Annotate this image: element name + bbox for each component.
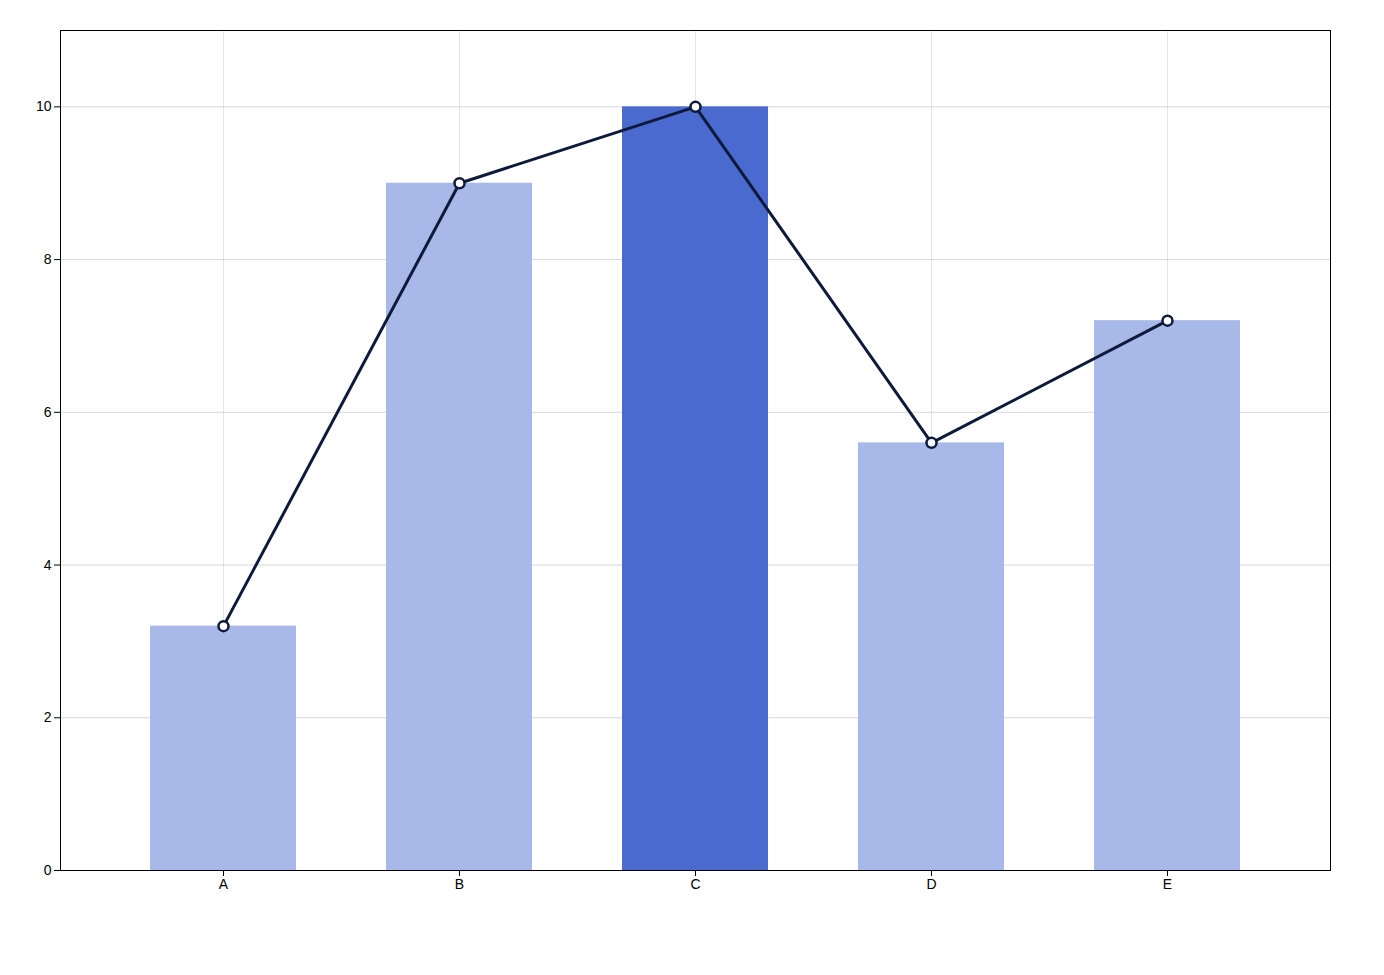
svg-text:10: 10 bbox=[36, 98, 52, 114]
svg-text:B: B bbox=[455, 876, 464, 892]
svg-text:0: 0 bbox=[44, 862, 52, 878]
svg-text:D: D bbox=[926, 876, 936, 892]
svg-text:2: 2 bbox=[44, 709, 52, 725]
svg-text:6: 6 bbox=[44, 404, 52, 420]
svg-text:E: E bbox=[1163, 876, 1172, 892]
svg-text:8: 8 bbox=[44, 251, 52, 267]
svg-text:4: 4 bbox=[44, 557, 52, 573]
svg-text:A: A bbox=[219, 876, 229, 892]
svg-text:C: C bbox=[690, 876, 700, 892]
